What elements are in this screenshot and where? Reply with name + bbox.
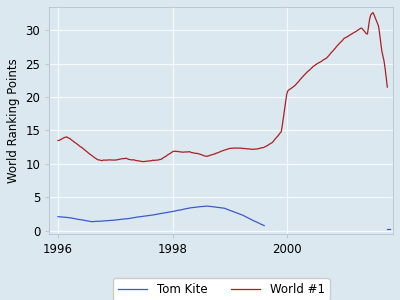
Tom Kite	[205, 204, 210, 208]
Tom Kite	[63, 215, 68, 219]
Tom Kite	[100, 219, 105, 223]
Tom Kite	[223, 207, 228, 210]
World #1	[164, 154, 169, 158]
Tom Kite	[225, 208, 230, 211]
World #1	[63, 135, 68, 139]
Y-axis label: World Ranking Points: World Ranking Points	[7, 58, 20, 183]
World #1	[370, 11, 375, 14]
World #1	[316, 61, 321, 64]
World #1	[385, 85, 390, 89]
Tom Kite	[155, 212, 160, 216]
Tom Kite	[56, 215, 60, 218]
World #1	[263, 145, 268, 148]
World #1	[352, 31, 356, 34]
Legend: Tom Kite, World #1: Tom Kite, World #1	[113, 278, 330, 300]
Line: Tom Kite: Tom Kite	[58, 206, 264, 226]
Line: World #1: World #1	[58, 13, 387, 162]
World #1	[232, 146, 237, 150]
Tom Kite	[191, 206, 196, 209]
Tom Kite	[262, 224, 266, 227]
World #1	[141, 160, 146, 164]
World #1	[56, 139, 60, 142]
